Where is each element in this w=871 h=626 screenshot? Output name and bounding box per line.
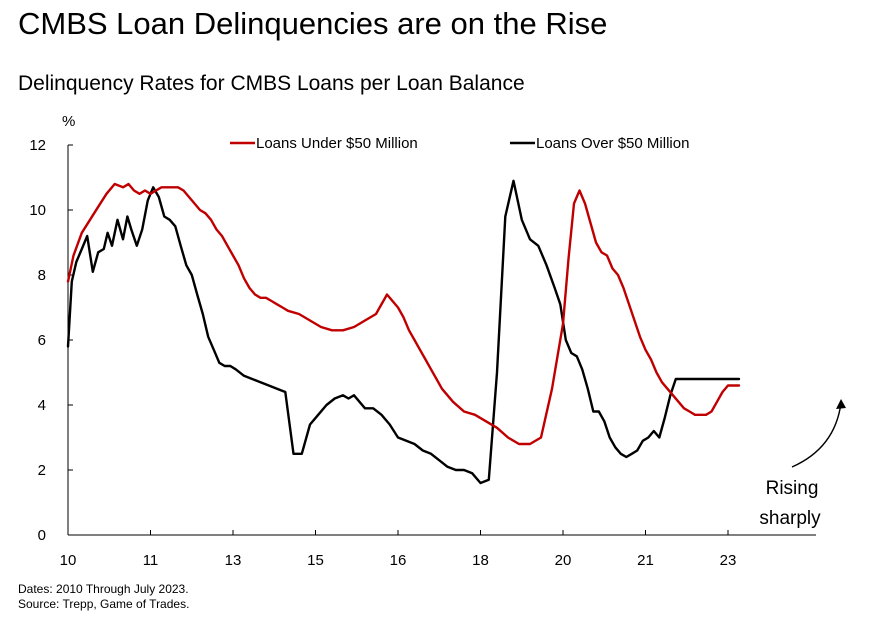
y-tick-label: 6 — [38, 332, 46, 349]
footnote-dates: Dates: 2010 Through July 2023. — [18, 582, 189, 596]
series-layer — [66, 179, 741, 485]
x-tick-label: 18 — [472, 552, 489, 569]
axes: 0 2 4 6 8 10 12 10 11 13 15 16 18 20 21 23 — [29, 137, 816, 569]
chart-title: CMBS Loan Delinquencies are on the Rise — [18, 6, 608, 41]
annotation-arrow-head — [836, 399, 846, 409]
chart-subtitle: Delinquency Rates for CMBS Loans per Loa… — [18, 72, 525, 95]
legend: Loans Under $50 Million Loans Over $50 Mi… — [230, 135, 689, 152]
annotation-text-line-2: sharply — [759, 508, 821, 529]
annotation-arrow-curve — [791, 402, 842, 468]
y-tick-label: 0 — [38, 527, 46, 544]
y-tick-label: 10 — [29, 202, 46, 219]
legend-label: Loans Over $50 Million — [536, 135, 689, 152]
series-line-loans-under-50m — [66, 182, 741, 446]
x-tick-label: 23 — [720, 552, 737, 569]
legend-label: Loans Under $50 Million — [256, 135, 418, 152]
x-tick-label: 15 — [307, 552, 324, 569]
y-tick-label: 8 — [38, 267, 46, 284]
y-tick-label: 2 — [38, 462, 46, 479]
x-tick-label: 11 — [143, 552, 159, 569]
x-tick-label: 13 — [225, 552, 242, 569]
y-tick-label: 4 — [38, 397, 46, 414]
series-line-loans-over-50m — [66, 179, 741, 485]
x-tick-label: 21 — [637, 552, 654, 569]
annotation-text-line-1: Rising — [766, 478, 819, 499]
annotation: Rising sharply — [759, 399, 846, 529]
footnote-source: Source: Trepp, Game of Trades. — [18, 597, 190, 611]
x-tick-label: 20 — [555, 552, 572, 569]
y-tick-label: 12 — [29, 137, 46, 154]
x-tick-label: 16 — [390, 552, 407, 569]
y-axis-unit-label: % — [62, 113, 76, 130]
x-tick-label: 10 — [60, 552, 77, 569]
